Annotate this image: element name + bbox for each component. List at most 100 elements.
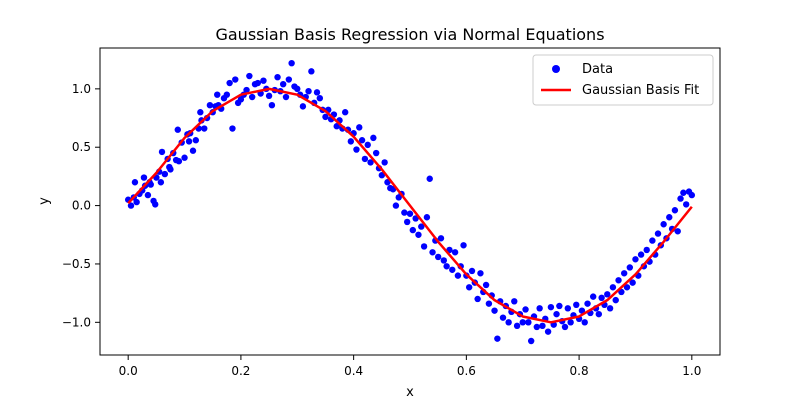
data-point	[595, 310, 603, 318]
x-tick-label: 0.0	[119, 364, 138, 378]
data-point	[604, 291, 611, 298]
data-point	[513, 322, 521, 330]
data-point	[615, 277, 622, 284]
data-point	[494, 335, 501, 342]
legend-data-marker	[552, 65, 560, 73]
data-point	[477, 270, 484, 277]
data-point	[356, 124, 363, 131]
data-point	[243, 86, 250, 94]
data-point	[237, 96, 245, 103]
data-point	[449, 266, 456, 273]
data-point	[677, 195, 684, 202]
data-point	[519, 319, 526, 326]
data-point	[268, 101, 276, 109]
data-point	[192, 137, 200, 144]
data-point	[167, 166, 174, 173]
data-point	[206, 101, 214, 109]
data-point	[465, 284, 473, 291]
data-point	[140, 174, 148, 181]
data-point	[305, 87, 312, 95]
data-point	[522, 306, 529, 313]
data-point	[299, 103, 307, 110]
data-point	[361, 155, 369, 163]
data-point	[437, 235, 445, 242]
data-point	[440, 257, 448, 264]
data-point	[246, 72, 253, 80]
data-point	[260, 77, 267, 84]
data-point	[511, 298, 518, 305]
chart-title: Gaussian Basis Regression via Normal Equ…	[215, 25, 604, 44]
data-point	[189, 147, 197, 154]
data-point	[197, 109, 204, 116]
data-point	[482, 281, 490, 289]
data-point	[649, 237, 656, 244]
data-point	[406, 210, 414, 217]
data-point	[609, 284, 617, 291]
data-point	[505, 319, 512, 326]
plot-area	[124, 59, 696, 345]
data-point	[144, 191, 152, 199]
data-point	[626, 264, 634, 271]
data-point	[474, 295, 481, 303]
axes-frame	[99, 47, 721, 356]
data-point	[322, 113, 329, 121]
data-point	[553, 310, 560, 318]
data-point	[288, 59, 295, 67]
legend: Data Gaussian Basis Fit	[532, 54, 714, 106]
data-point	[682, 201, 690, 208]
data-point	[564, 305, 572, 312]
data-point	[598, 294, 605, 302]
data-point	[248, 93, 256, 101]
data-point	[313, 89, 321, 96]
data-point	[680, 189, 687, 196]
data-point	[491, 307, 498, 314]
data-point	[401, 209, 408, 216]
data-point	[654, 230, 662, 237]
fit-line	[127, 87, 693, 324]
data-point	[561, 323, 569, 331]
x-tick-label: 0.6	[457, 364, 476, 378]
data-point	[426, 175, 433, 182]
data-point	[434, 253, 442, 261]
data-point	[420, 243, 428, 250]
legend-frame	[532, 54, 714, 106]
data-point	[666, 214, 673, 221]
data-point	[232, 76, 239, 83]
data-point	[229, 125, 236, 132]
data-point	[525, 319, 532, 326]
y-axis: −1.0 −0.5 0.0 0.5 1.0	[62, 82, 100, 329]
data-point	[333, 123, 340, 130]
x-tick-label: 0.4	[344, 364, 363, 378]
data-point	[451, 249, 459, 256]
legend-data-label: Data	[582, 62, 613, 77]
data-point	[282, 93, 290, 101]
data-point	[418, 223, 425, 230]
data-point	[265, 92, 273, 100]
data-point	[152, 201, 159, 208]
data-point	[127, 202, 135, 209]
data-point	[381, 159, 388, 166]
data-point	[460, 242, 467, 249]
data-point	[223, 91, 231, 98]
data-point	[341, 109, 349, 116]
data-point	[174, 126, 181, 133]
data-point	[214, 91, 221, 98]
data-point	[181, 154, 188, 161]
data-point	[623, 284, 631, 291]
data-point	[274, 73, 281, 81]
data-point	[285, 76, 293, 83]
data-point	[660, 221, 667, 228]
data-point	[688, 191, 696, 199]
x-axis-label: x	[406, 385, 414, 400]
data-point	[226, 79, 233, 87]
data-point	[161, 170, 169, 178]
data-point	[185, 138, 193, 145]
data-point	[567, 319, 574, 326]
data-point	[671, 207, 679, 214]
data-point	[279, 80, 287, 88]
data-point	[573, 301, 580, 309]
data-point	[533, 323, 541, 331]
data-point	[133, 198, 140, 206]
data-point	[527, 337, 535, 345]
data-point	[544, 328, 552, 335]
